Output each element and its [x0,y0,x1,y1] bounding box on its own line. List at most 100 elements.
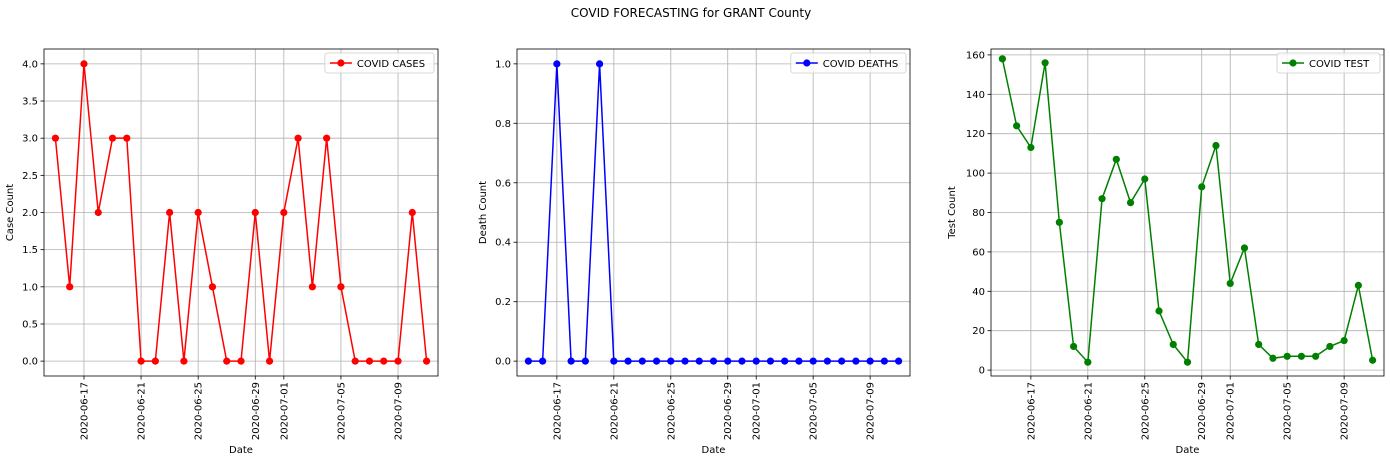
legend: COVID TEST [1276,52,1381,74]
data-point [308,283,316,291]
y-tick-label: 1.0 [22,282,38,293]
data-point [51,134,60,142]
y-tick-label: 120 [966,129,985,140]
figure-suptitle: COVID FORECASTING for GRANT County [571,6,811,20]
y-tick-label: 0.6 [495,178,511,189]
legend-label: COVID DEATHS [823,59,898,70]
data-point [1255,340,1263,349]
data-point [695,357,703,365]
data-point [351,357,359,365]
y-tick-label: 1.5 [22,245,38,256]
data-point [1155,307,1163,315]
legend-label: COVID TEST [1309,59,1370,70]
data-point [108,134,117,142]
data-point [1112,155,1120,163]
data-point [66,283,74,291]
x-tick-label: 2020-07-05 [336,382,347,440]
legend-marker [337,59,345,67]
x-tick-label: 2020-06-17 [1026,382,1037,440]
data-point [408,208,416,217]
x-tick-label: 2020-06-21 [1083,382,1094,440]
x-tick-label: 2020-07-01 [1226,382,1237,440]
data-point [724,357,732,365]
y-axis-label: Case Count [5,184,16,241]
x-tick-label: 2020-06-25 [666,382,677,440]
data-point [998,55,1006,63]
data-point [1084,358,1092,366]
data-point [1098,195,1106,203]
data-point [394,357,402,365]
data-point [610,357,618,365]
x-tick-label: 2020-06-29 [723,382,734,440]
subplot-1: 0.0 0.5 1.0 1.5 2.0 2.5 3.0 3.5 4.0 2020-06-17 202… [5,48,439,456]
x-axis-label: Date [1176,445,1200,456]
data-point [1141,175,1149,183]
legend-box [324,52,435,74]
data-point [237,357,245,365]
x-tick-label: 2020-07-09 [866,382,877,440]
y-tick-label: 4.0 [22,59,38,70]
data-point [1183,358,1192,366]
data-point [1041,59,1049,67]
y-tick-label: 0.0 [22,357,38,368]
data-point [738,357,746,365]
data-point [1269,354,1277,362]
legend: COVID DEATHS [790,52,907,74]
data-point [1354,281,1362,289]
y-axis-label: Death Count [478,181,489,244]
data-point [1069,342,1078,351]
x-tick-label: 2020-07-09 [394,382,405,440]
data-point [80,60,88,68]
x-tick-label: 2020-07-05 [1283,382,1294,440]
data-point [365,357,374,365]
y-axis-label: Test Count [947,186,958,240]
data-point [1326,342,1334,351]
data-point [1027,143,1035,152]
legend-box [1276,52,1381,74]
legend-label: COVID CASES [357,59,425,70]
y-tick-label: 2.5 [22,171,38,182]
data-point [208,283,217,291]
data-point [380,357,388,365]
x-tick-label: 2020-06-21 [609,382,620,440]
x-tick-label: 2020-06-21 [137,382,148,440]
data-point [1126,199,1135,207]
y-tick-label: 0.0 [495,357,511,368]
data-point [123,134,131,142]
data-point [852,357,860,365]
data-point [294,134,302,142]
data-point [166,208,174,217]
y-tick-label: 0.8 [495,119,511,130]
legend-marker [1289,59,1297,67]
data-point [1226,279,1234,288]
x-tick-label: 2020-06-29 [251,382,262,440]
data-point [795,357,803,365]
x-tick-label: 2020-07-09 [1340,382,1351,440]
data-point [823,357,832,365]
data-point [94,208,102,217]
x-tick-label: 2020-06-29 [1197,382,1208,440]
y-tick-label: 60 [972,247,985,258]
y-tick-label: 80 [972,208,985,219]
y-tick-label: 20 [972,326,985,337]
x-tick-label: 2020-06-25 [194,382,205,440]
data-point [1340,336,1348,345]
y-tick-label: 0.4 [495,238,511,249]
x-tick-label: 2020-06-17 [552,382,563,440]
data-point [681,357,689,365]
x-tick-label: 2020-07-01 [279,382,290,440]
data-point [194,208,202,217]
data-point [553,60,561,68]
subplot-3: 0 20 40 60 80 100 120 140 160 2020-06-17 2020-06-2… [947,48,1385,456]
legend: COVID CASES [324,52,435,74]
data-point [866,357,874,365]
y-tick-label: 0 [979,366,985,377]
data-point [1169,340,1177,349]
data-point [1013,122,1021,130]
data-point [1297,352,1306,360]
data-point [752,357,760,365]
data-point [180,357,188,365]
